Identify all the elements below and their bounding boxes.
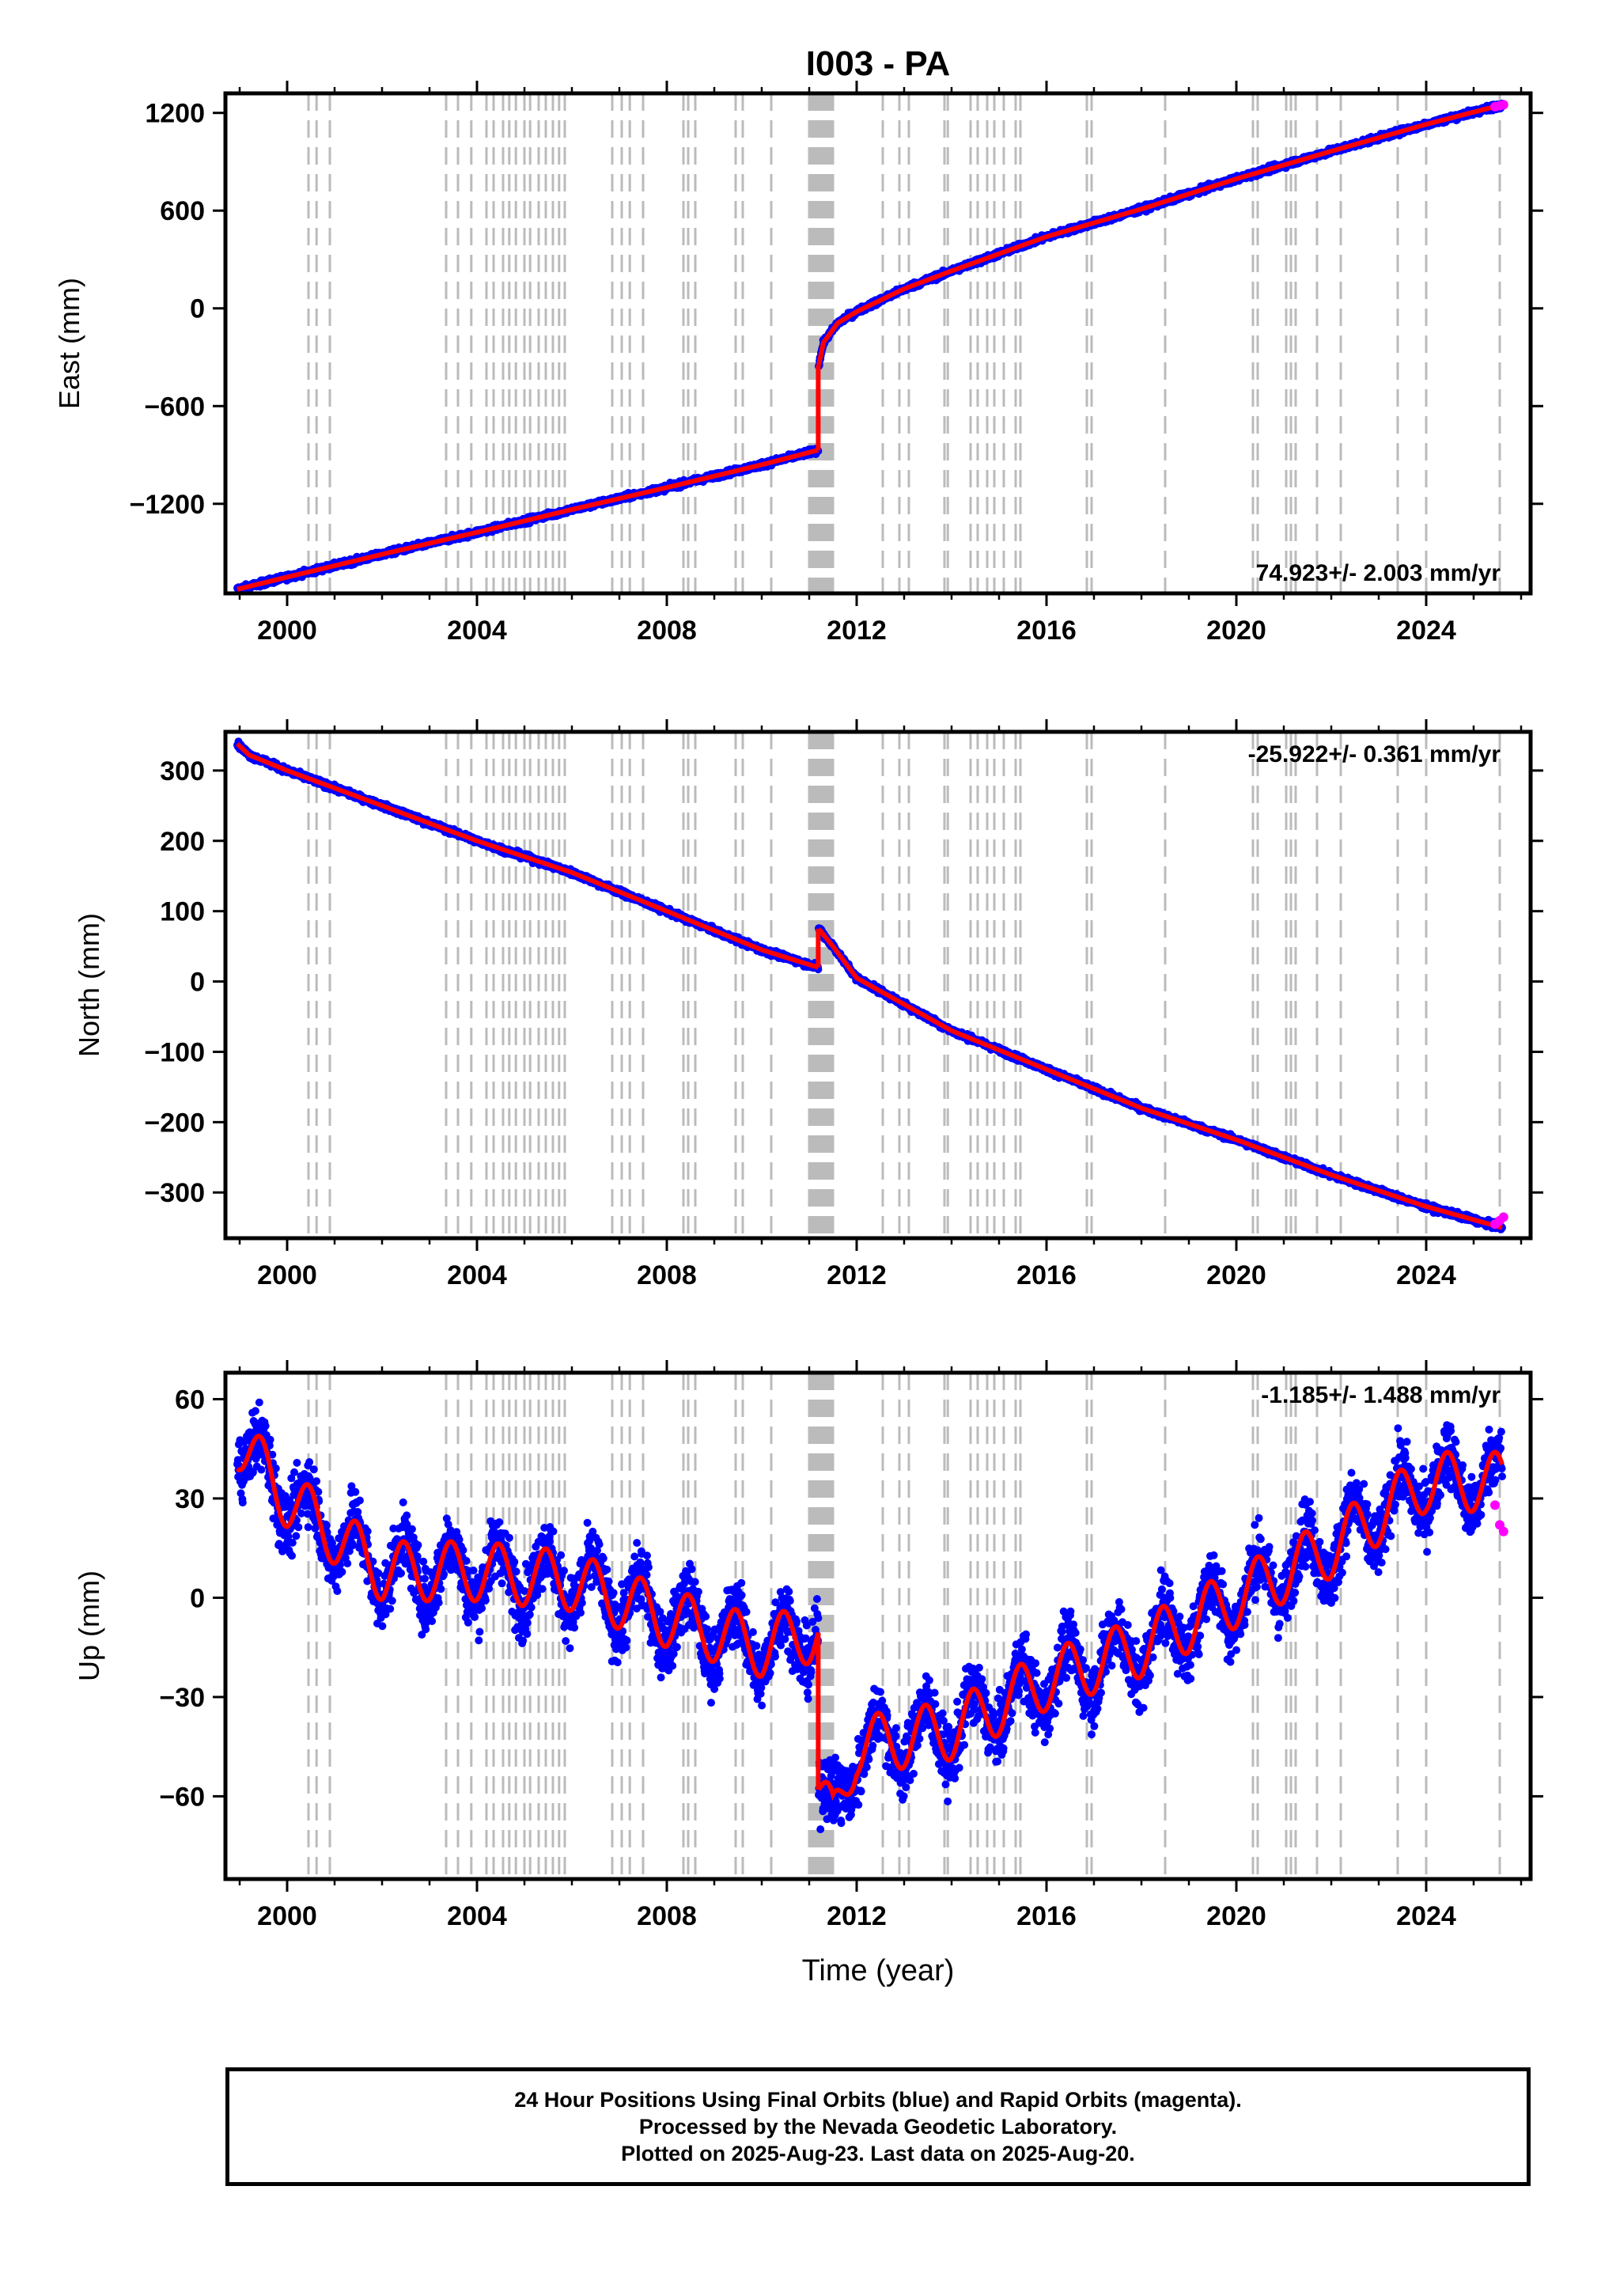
x-tick-label: 2016 <box>1016 616 1077 646</box>
model-line <box>237 447 819 592</box>
model-line <box>816 102 1503 366</box>
chart-title: I003 - PA <box>806 44 951 83</box>
x-tick-label: 2000 <box>257 616 317 646</box>
rapid-orbit-point <box>1498 100 1508 110</box>
y-tick-label: 1200 <box>145 99 205 129</box>
plot-frame <box>223 91 1533 596</box>
x-tick-label: 2020 <box>1206 616 1266 646</box>
y-tick-label: −600 <box>144 392 205 422</box>
y-tick-label: 0 <box>190 294 205 324</box>
x-tick-label: 2024 <box>1396 616 1456 646</box>
y-tick-label: −1200 <box>130 490 206 520</box>
final-orbit-points <box>815 99 1506 370</box>
plot-area <box>233 93 1508 593</box>
plot-area <box>233 732 1508 1238</box>
x-tick-label: 2012 <box>827 616 887 646</box>
y-axis-label: East (mm) <box>53 278 85 409</box>
x-tick-label: 2004 <box>447 616 507 646</box>
panels: 2000 2004 2008 2012 2016 2020 2024 −1200 −600 0 60… <box>53 81 1543 1987</box>
velocity-annotation: 74.923+/- 2.003 mm/yr <box>1256 560 1501 586</box>
y-tick-label: 600 <box>160 196 205 226</box>
panel-2: 2000 2004 2008 2012 2016 2020 2024−300−200−100… <box>73 719 1543 1290</box>
x-tick-label: 2008 <box>637 616 697 646</box>
panel-1: 2000 2004 2008 2012 2016 2020 2024 −1200 −600 0 60… <box>53 81 1543 646</box>
